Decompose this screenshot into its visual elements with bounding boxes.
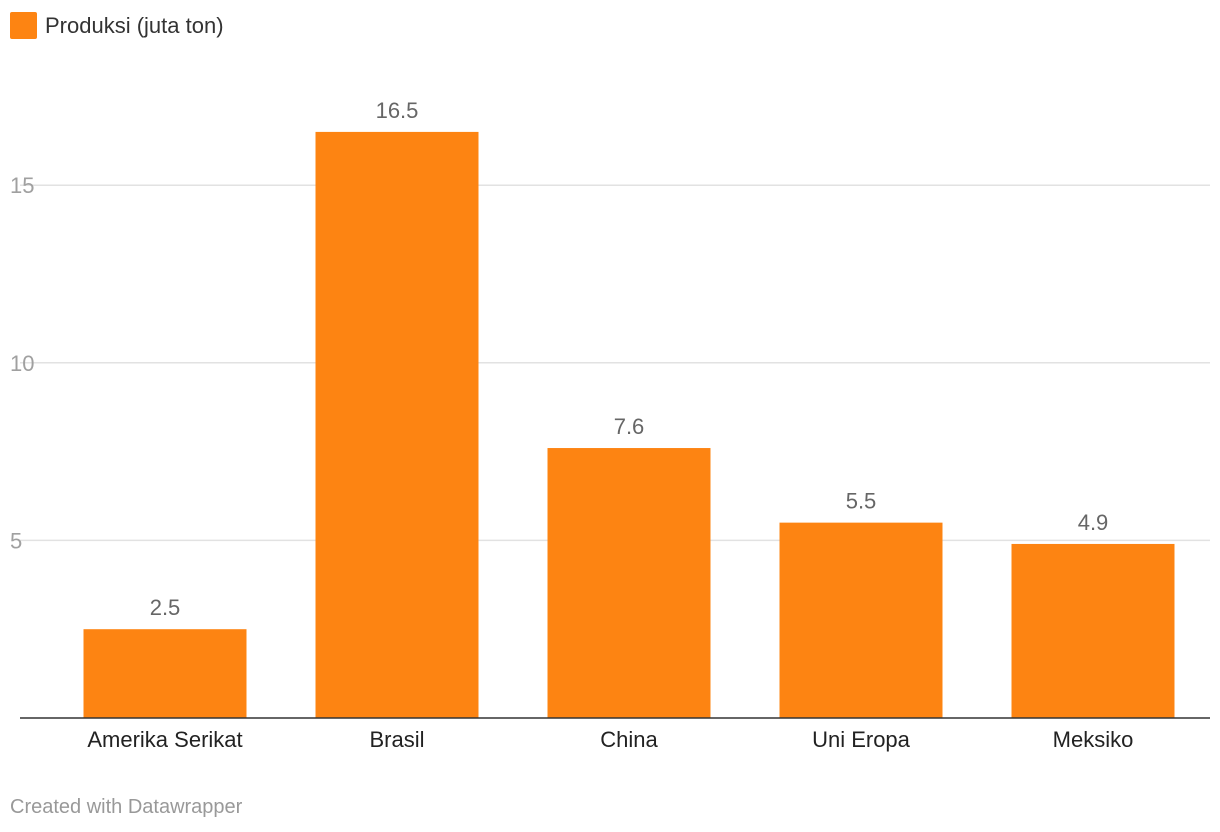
bar-4	[1011, 543, 1175, 718]
bar-1	[315, 131, 479, 718]
y-tick-label-5: 5	[10, 528, 22, 553]
value-labels: 2.5 16.5 7.6 5.5 4.9	[150, 98, 1109, 620]
datawrapper-credit: Created with Datawrapper	[10, 796, 243, 818]
category-label-2: China	[600, 727, 658, 752]
y-tick-label-15: 15	[10, 173, 34, 198]
value-label-4: 4.9	[1078, 510, 1109, 535]
value-label-2: 7.6	[614, 414, 645, 439]
bar-2	[547, 448, 711, 718]
legend: Produksi (juta ton)	[10, 12, 224, 39]
category-label-0: Amerika Serikat	[87, 727, 242, 752]
value-label-3: 5.5	[846, 489, 877, 514]
category-label-4: Meksiko	[1053, 727, 1134, 752]
bar-3	[779, 522, 943, 718]
y-axis-ticks: 5 10 15	[10, 173, 34, 553]
bar-0	[83, 629, 247, 718]
value-label-1: 16.5	[376, 98, 419, 123]
legend-swatch	[10, 12, 37, 39]
y-tick-label-10: 10	[10, 351, 34, 376]
category-label-3: Uni Eropa	[812, 727, 911, 752]
category-labels: Amerika Serikat Brasil China Uni Eropa Meksi…	[87, 727, 1133, 752]
bars	[83, 131, 1175, 718]
value-label-0: 2.5	[150, 595, 181, 620]
legend-label: Produksi (juta ton)	[45, 13, 224, 38]
category-label-1: Brasil	[369, 727, 424, 752]
